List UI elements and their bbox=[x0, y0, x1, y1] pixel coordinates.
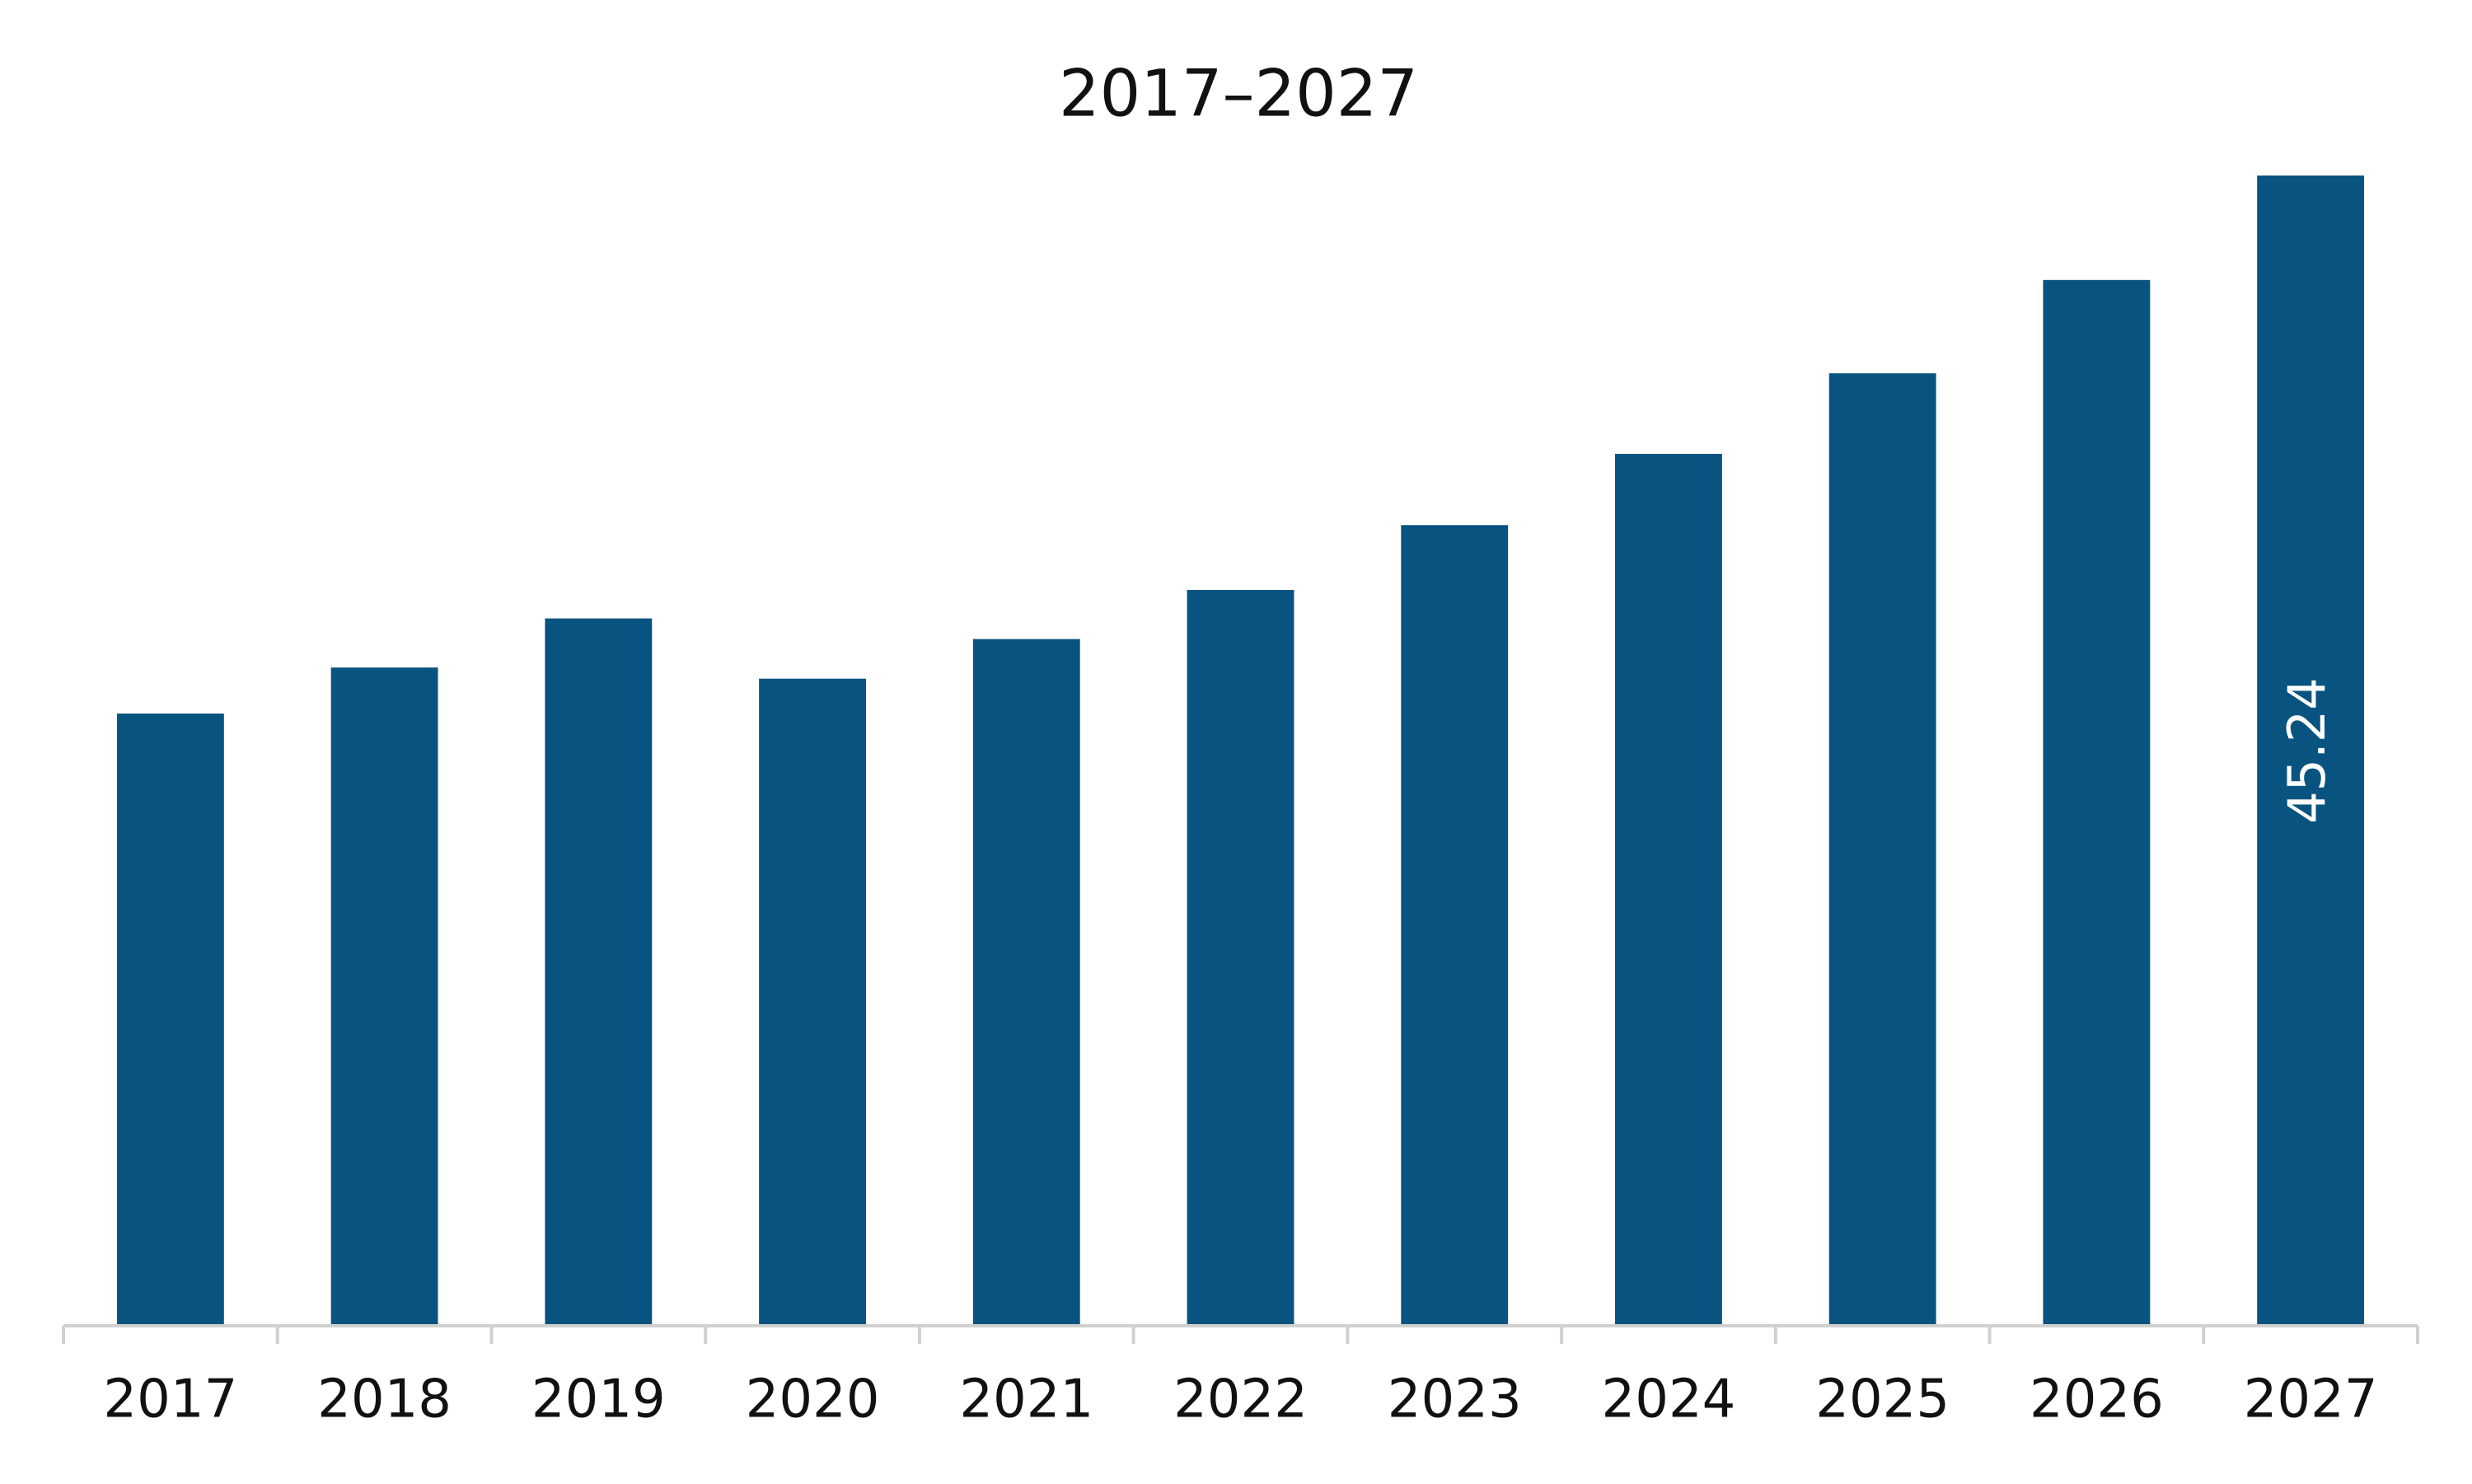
x-tick-label: 2020 bbox=[746, 1369, 880, 1430]
chart-title: 2017–2027 bbox=[1059, 57, 1418, 131]
x-tick-label: 2025 bbox=[1815, 1369, 1950, 1430]
bar bbox=[545, 618, 653, 1326]
bar bbox=[972, 639, 1080, 1326]
x-tick-label: 2022 bbox=[1173, 1369, 1308, 1430]
bar bbox=[330, 667, 438, 1326]
x-tick-label: 2024 bbox=[1602, 1369, 1736, 1430]
value-label: 45.24 bbox=[2277, 677, 2337, 824]
x-tick-label: 2023 bbox=[1388, 1369, 1522, 1430]
x-tick-label: 2026 bbox=[2030, 1369, 2164, 1430]
x-tick-label: 2027 bbox=[2244, 1369, 2378, 1430]
x-tick-label: 2021 bbox=[959, 1369, 1093, 1430]
bar bbox=[1828, 373, 1936, 1326]
bar bbox=[116, 713, 224, 1326]
bar bbox=[2257, 176, 2365, 1326]
x-tick-label: 2017 bbox=[103, 1369, 237, 1430]
x-tick-label: 2018 bbox=[317, 1369, 452, 1430]
bar bbox=[1187, 589, 1295, 1326]
x-tick-label: 2019 bbox=[531, 1369, 666, 1430]
bar bbox=[1615, 453, 1722, 1326]
bar bbox=[1401, 525, 1509, 1326]
bar bbox=[2043, 279, 2151, 1326]
bar bbox=[759, 678, 866, 1326]
